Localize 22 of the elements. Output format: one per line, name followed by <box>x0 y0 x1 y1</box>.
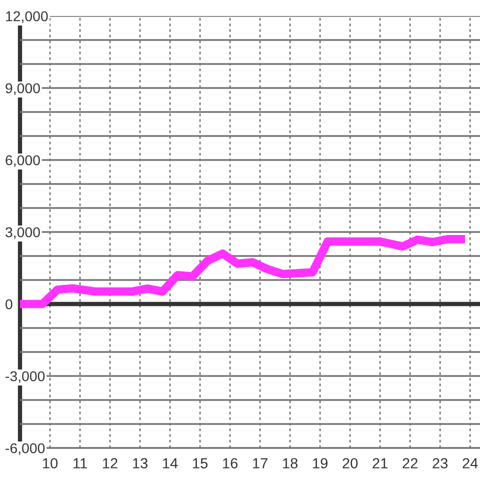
y-tick-label: 9,000 <box>6 83 40 95</box>
x-tick-label: 15 <box>193 458 208 468</box>
x-tick-label: 18 <box>283 458 298 468</box>
y-tick-label: 6,000 <box>6 155 40 167</box>
y-tick-label: -3,000 <box>6 371 45 383</box>
x-tick-label: 11 <box>74 458 87 468</box>
x-tick-label: 16 <box>223 458 238 468</box>
x-tick-label: 21 <box>372 458 388 468</box>
y-tick-label: 0 <box>6 299 12 310</box>
x-tick-label: 12 <box>103 458 118 468</box>
x-tick-label: 23 <box>432 458 448 468</box>
x-tick-label: 13 <box>133 458 148 468</box>
y-tick-label: 3,000 <box>6 227 40 239</box>
y-tick-label: 12,000 <box>6 11 48 23</box>
x-tick-label: 19 <box>313 458 328 468</box>
x-tick-label: 20 <box>342 458 358 468</box>
x-tick-label: 24 <box>462 458 478 468</box>
x-tick-label: 14 <box>163 458 178 468</box>
x-tick-label: 10 <box>43 458 58 468</box>
y-tick-label: -6,000 <box>6 443 45 455</box>
x-tick-label: 17 <box>253 458 268 468</box>
x-tick-label: 22 <box>402 458 418 468</box>
